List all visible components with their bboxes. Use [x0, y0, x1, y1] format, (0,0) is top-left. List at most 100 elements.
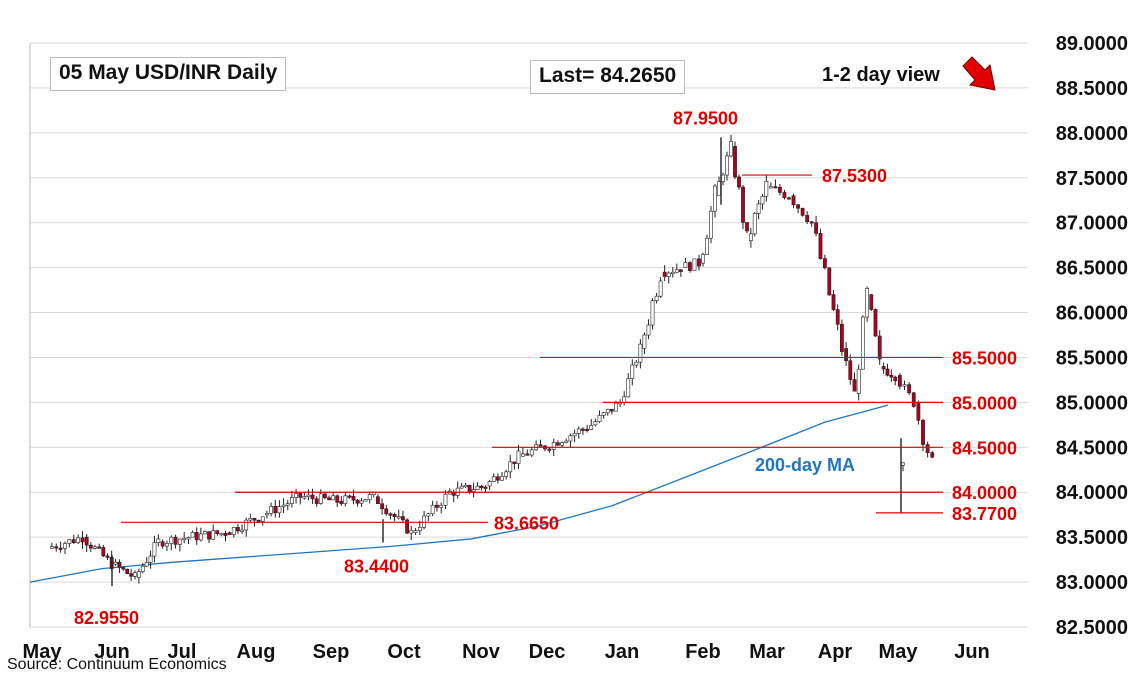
- candle-body: [294, 493, 298, 498]
- candle-body: [634, 361, 639, 366]
- candle-body: [475, 485, 480, 490]
- candle-body: [748, 233, 753, 241]
- y-tick-label: 83.5000: [1056, 527, 1128, 549]
- candle-body: [860, 316, 865, 370]
- candle-body: [173, 536, 178, 545]
- candle-body: [630, 364, 635, 379]
- x-tick-label: Jun: [94, 641, 130, 663]
- candle-body: [58, 547, 63, 550]
- candle-body: [169, 536, 174, 544]
- candle-body: [916, 402, 921, 421]
- candle-body: [778, 186, 782, 193]
- candle-body: [207, 531, 211, 540]
- candle-body: [439, 504, 444, 508]
- x-tick-label: Oct: [387, 641, 421, 663]
- candle-body: [252, 518, 257, 521]
- candle-body: [182, 537, 187, 541]
- candle-body: [556, 442, 560, 446]
- candle-body: [921, 420, 925, 445]
- candle-body: [881, 366, 886, 370]
- candle-body: [504, 471, 509, 477]
- candle-body: [144, 562, 149, 567]
- candle-body: [856, 368, 861, 394]
- candle-body: [136, 571, 141, 578]
- candle-body: [290, 497, 294, 504]
- candle-body: [459, 485, 464, 489]
- candle-body: [256, 519, 261, 523]
- candle-body: [597, 415, 602, 422]
- candle-body: [622, 396, 627, 403]
- candle-body: [822, 258, 827, 269]
- candle-body: [194, 532, 199, 541]
- level-label: 83.4400: [344, 557, 409, 577]
- candle-body: [413, 530, 418, 533]
- candle-body: [572, 432, 577, 437]
- candle-body: [897, 375, 902, 387]
- down-arrow-icon: [962, 56, 996, 91]
- y-tick-label: 89.0000: [1056, 33, 1128, 55]
- x-tick-label: Apr: [818, 641, 853, 663]
- candle-body: [925, 444, 930, 453]
- x-tick-label: Nov: [462, 641, 501, 663]
- candle-body: [190, 532, 195, 538]
- candle-body: [737, 176, 741, 188]
- candle-body: [646, 324, 651, 336]
- candle-body: [335, 495, 340, 503]
- candle-body: [67, 539, 72, 544]
- candle-body: [273, 506, 278, 514]
- candle-body: [873, 309, 878, 337]
- candle-body: [901, 462, 905, 466]
- candle-body: [729, 140, 733, 157]
- candle-body: [471, 489, 476, 492]
- candle-body: [54, 546, 59, 549]
- candle-body: [211, 530, 216, 540]
- candle-body: [396, 516, 401, 519]
- candle-body: [76, 537, 81, 544]
- candle-body: [409, 529, 414, 534]
- candle-body: [662, 271, 667, 277]
- candle-body: [796, 204, 800, 209]
- chart-title: 05 May USD/INR Daily: [50, 57, 287, 91]
- y-tick-label: 87.0000: [1056, 213, 1128, 235]
- candle-body: [692, 258, 697, 271]
- candle-body: [388, 513, 393, 516]
- candle-body: [593, 421, 598, 426]
- candle-body: [152, 542, 157, 557]
- candle-body: [260, 516, 265, 522]
- candle-body: [265, 513, 269, 516]
- x-tick-label: Dec: [529, 641, 566, 663]
- x-axis: May Jun Jul Aug Sep Oct Nov Dec Jan Feb Mar Apr May J…: [23, 641, 990, 663]
- candle-body: [343, 495, 348, 504]
- y-tick-label: 85.5000: [1056, 347, 1128, 369]
- candle-body: [384, 508, 389, 515]
- candle-body: [327, 497, 331, 501]
- candle-body: [165, 543, 169, 547]
- candle-body: [298, 493, 303, 498]
- candle-body: [560, 442, 564, 446]
- x-tick-label: Jan: [605, 641, 639, 663]
- candle-body: [277, 506, 282, 514]
- ma-line: [29, 404, 889, 583]
- candle-body: [101, 547, 106, 557]
- candle-body: [911, 392, 916, 407]
- candle-body: [547, 448, 552, 451]
- candle-body: [551, 442, 556, 450]
- candle-body: [426, 513, 431, 517]
- candle-body: [93, 546, 97, 549]
- candle-body: [848, 360, 853, 380]
- candle-body: [467, 484, 472, 492]
- candle-body: [585, 428, 589, 432]
- candle-body: [347, 495, 352, 498]
- candle-body: [129, 573, 134, 577]
- y-tick-label: 84.5000: [1056, 437, 1128, 459]
- candle-body: [117, 561, 122, 568]
- candle-body: [589, 424, 594, 430]
- candle-body: [380, 503, 384, 510]
- candle-body: [487, 481, 492, 487]
- candle-body: [248, 518, 253, 521]
- candle-body: [865, 288, 870, 318]
- candle-body: [392, 514, 397, 518]
- candle-body: [71, 539, 76, 544]
- candle-body: [568, 435, 573, 442]
- candle-body: [49, 546, 54, 549]
